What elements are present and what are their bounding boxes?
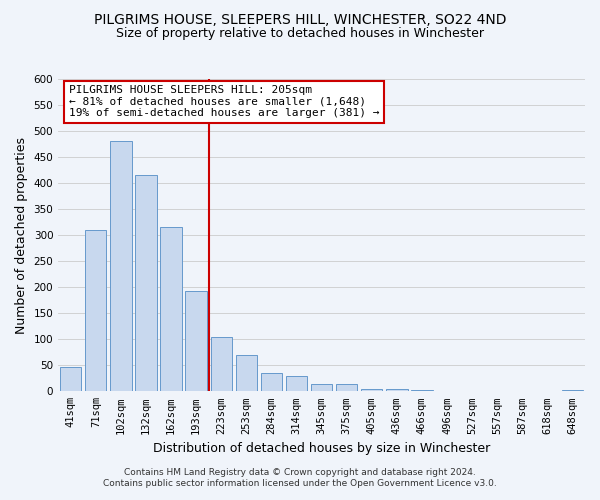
X-axis label: Distribution of detached houses by size in Winchester: Distribution of detached houses by size …	[153, 442, 490, 455]
Bar	[160, 228, 182, 392]
Bar	[110, 142, 131, 392]
Bar	[562, 390, 583, 392]
Bar	[261, 373, 282, 392]
Text: Size of property relative to detached houses in Winchester: Size of property relative to detached ho…	[116, 28, 484, 40]
Bar	[136, 176, 157, 392]
Bar	[185, 291, 207, 392]
Text: PILGRIMS HOUSE SLEEPERS HILL: 205sqm
← 81% of detached houses are smaller (1,648: PILGRIMS HOUSE SLEEPERS HILL: 205sqm ← 8…	[69, 85, 379, 118]
Text: Contains HM Land Registry data © Crown copyright and database right 2024.
Contai: Contains HM Land Registry data © Crown c…	[103, 468, 497, 487]
Bar	[286, 376, 307, 392]
Bar	[386, 388, 407, 392]
Text: PILGRIMS HOUSE, SLEEPERS HILL, WINCHESTER, SO22 4ND: PILGRIMS HOUSE, SLEEPERS HILL, WINCHESTE…	[94, 12, 506, 26]
Bar	[336, 384, 358, 392]
Bar	[361, 388, 382, 392]
Bar	[311, 384, 332, 392]
Bar	[211, 336, 232, 392]
Bar	[236, 356, 257, 392]
Bar	[411, 390, 433, 392]
Bar	[85, 230, 106, 392]
Y-axis label: Number of detached properties: Number of detached properties	[15, 136, 28, 334]
Bar	[60, 368, 82, 392]
